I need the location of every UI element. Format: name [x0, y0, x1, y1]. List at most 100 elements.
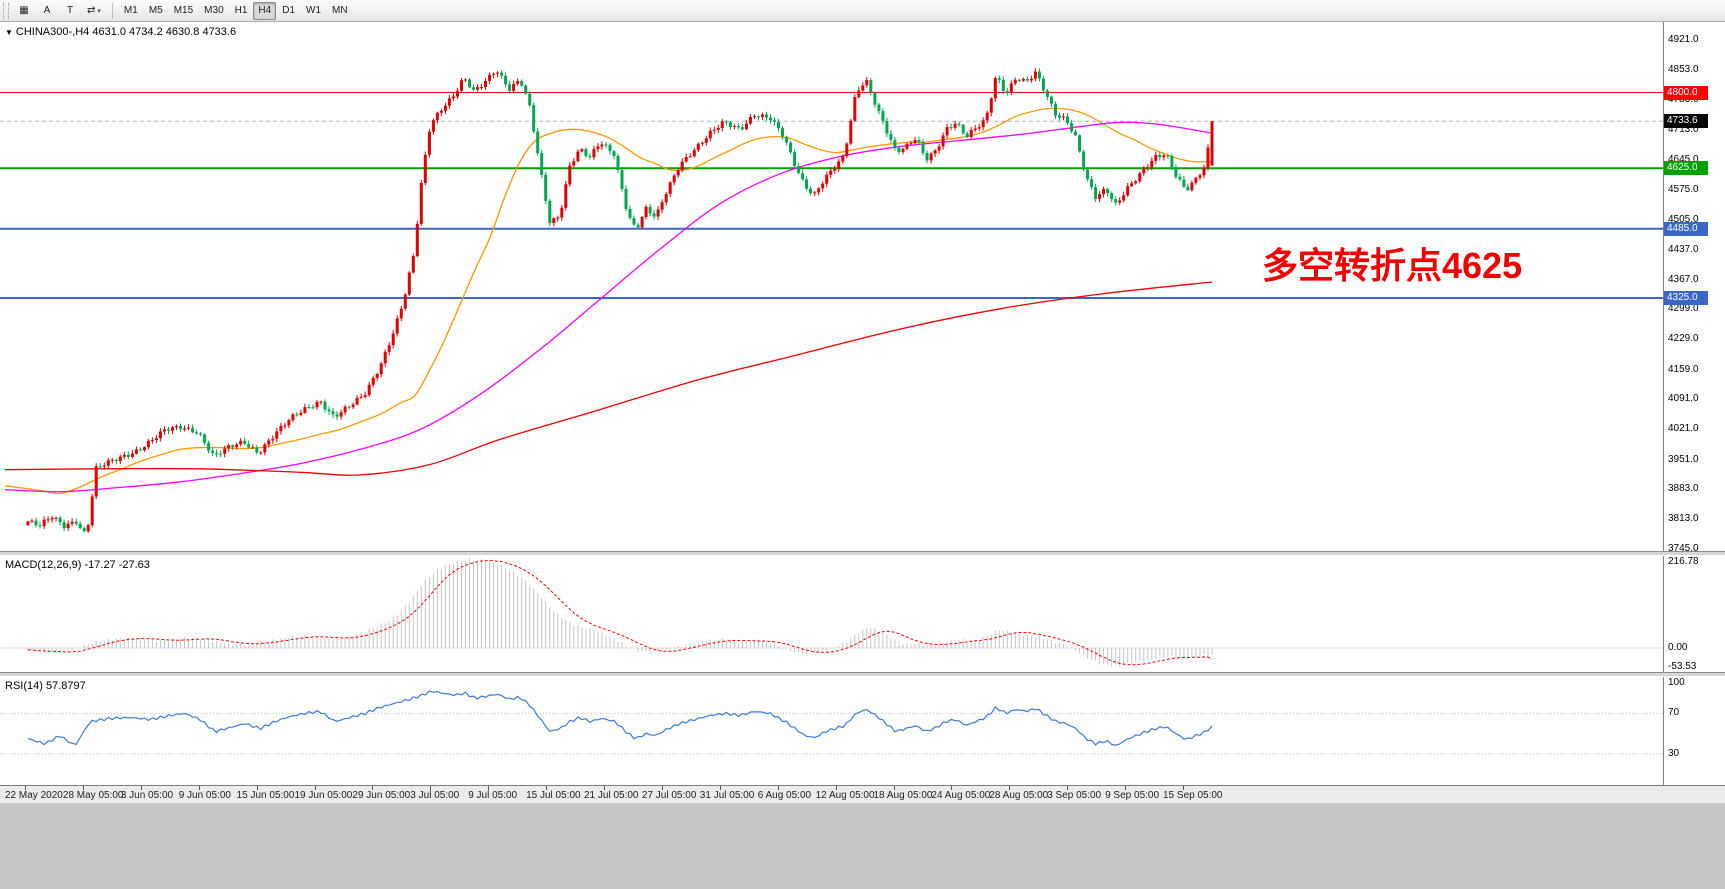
time-label: 15 Sep 05:00: [1163, 790, 1223, 801]
timeframe-button-w1[interactable]: W1: [306, 5, 322, 16]
text-label-a-button[interactable]: A: [36, 2, 58, 20]
price-tick-label: 3813.0: [1668, 513, 1699, 525]
time-tick: [25, 786, 26, 790]
panel-divider[interactable]: [0, 672, 1725, 677]
time-label: 3 Jun 05:00: [120, 790, 174, 801]
time-label: 15 Jun 05:00: [236, 790, 295, 801]
time-label: 15 Jul 05:00: [526, 790, 581, 801]
time-tick: [951, 786, 953, 790]
rsi-panel: RSI(14) 57.8797 100 70 30: [0, 677, 1725, 785]
timeframe-button-h4[interactable]: H4: [253, 1, 277, 20]
macd-svg: [0, 558, 1663, 667]
rsi-tick-label: 30: [1668, 747, 1680, 759]
time-tick: [430, 786, 432, 790]
toolbar: ▦ A T ⇄ ▾ M1 M5 M15 M30 H1 H4 D1 W1 MN: [0, 0, 1725, 22]
macd-canvas[interactable]: MACD(12,26,9) -17.27 -27.63: [0, 556, 1663, 672]
macd-tick-label: -53.53: [1668, 661, 1697, 672]
price-tick-label: 4091.0: [1668, 393, 1699, 405]
time-label: 24 Aug 05:00: [931, 790, 991, 801]
price-badge-4733.6: 4733.6: [1664, 114, 1708, 129]
rsi-canvas[interactable]: RSI(14) 57.8797: [0, 677, 1663, 785]
chart-window-icon: ▦: [19, 5, 29, 16]
time-tick: [488, 786, 490, 790]
dropdown-caret-icon: ▾: [97, 7, 101, 15]
macd-values: -17.27 -27.63: [84, 559, 150, 571]
time-label: 27 Jul 05:00: [641, 790, 697, 801]
timeframe-group: M1 M5 M15 M30 H1 H4 D1 W1 MN: [119, 1, 353, 20]
macd-histogram: [27, 558, 1213, 667]
macd-axis[interactable]: 216.78 0.00 -53.53: [1663, 556, 1725, 672]
time-tick: [835, 786, 837, 790]
time-tick: [661, 786, 663, 790]
price-axis[interactable]: 4921.04853.04783.04713.04645.04575.04505…: [1663, 22, 1725, 551]
symbol-title: CHINA300-,H4: [15, 26, 90, 38]
timeframe-button-m5[interactable]: M5: [148, 5, 163, 16]
time-tick: [893, 786, 895, 790]
ma-slow-red: [4, 281, 1213, 476]
time-label: 3 Sep 05:00: [1047, 790, 1102, 801]
macd-panel: MACD(12,26,9) -17.27 -27.63 216.78 0.00 -5…: [0, 556, 1725, 672]
window-background: [0, 803, 1725, 889]
price-tick-label: 4437.0: [1668, 243, 1699, 255]
macd-signal-line: [27, 559, 1213, 666]
time-label: 28 May 05:00: [62, 790, 124, 801]
chart-window-button[interactable]: ▦: [13, 2, 35, 20]
price-tick-label: 4853.0: [1668, 63, 1699, 75]
price-tick-label: 3745.0: [1668, 542, 1699, 551]
price-badge-4485.0: 4485.0: [1664, 221, 1708, 236]
time-label: 29 Jun 05:00: [352, 790, 411, 801]
rsi-tick-label: 100: [1668, 677, 1685, 688]
price-tick-label: 4713.0: [1668, 124, 1699, 136]
time-axis[interactable]: 22 May 2020 28 May 05:00 3 Jun 05:00 9 Jun …: [0, 785, 1725, 803]
timeframe-button-m30[interactable]: M30: [204, 5, 224, 16]
chart-title: ▼ CHINA300-,H4 4631.0 4734.2 4630.8 4733.…: [5, 26, 236, 38]
toolbar-drag-handle[interactable]: [3, 2, 9, 19]
macd-name: MACD(12,26,9): [5, 559, 82, 571]
annotation-text[interactable]: 多空转折点4625: [1262, 245, 1523, 286]
panel-divider[interactable]: [0, 551, 1725, 556]
price-badge-4325.0: 4325.0: [1664, 290, 1708, 305]
rsi-axis[interactable]: 100 70 30: [1663, 677, 1725, 785]
price-tick-label: 4367.0: [1668, 273, 1699, 285]
price-tick-label: 4575.0: [1668, 183, 1699, 195]
timeframe-button-h1[interactable]: H1: [234, 5, 248, 16]
main-chart-panel: ▼ CHINA300-,H4 4631.0 4734.2 4630.8 4733.…: [0, 22, 1725, 551]
candles: [26, 68, 1214, 533]
time-label: 9 Jun 05:00: [178, 790, 231, 801]
time-label: 18 Aug 05:00: [873, 790, 933, 801]
price-tick-label: 4021.0: [1668, 423, 1699, 435]
time-tick: [1009, 786, 1011, 790]
time-label: 3 Jul 05:00: [410, 790, 460, 801]
price-chart-svg: [0, 68, 1663, 533]
macd-tick-label: 216.78: [1668, 556, 1699, 568]
timeframe-button-m15[interactable]: M15: [173, 5, 194, 16]
time-tick: [140, 786, 142, 790]
price-tick-label: 4921.0: [1668, 34, 1699, 46]
price-chart-canvas[interactable]: ▼ CHINA300-,H4 4631.0 4734.2 4630.8 4733.…: [0, 22, 1663, 551]
time-label: 9 Jul 05:00: [468, 790, 518, 801]
price-tick-label: 4299.0: [1668, 303, 1699, 315]
chart-menu-icon[interactable]: ▼: [5, 28, 13, 37]
macd-label: MACD(12,26,9) -17.27 -27.63: [5, 559, 150, 571]
price-tick-label: 4159.0: [1668, 363, 1699, 375]
arrow-objects-button[interactable]: ⇄ ▾: [82, 2, 106, 20]
rsi-tick-label: 70: [1668, 707, 1680, 719]
time-tick: [1067, 786, 1069, 790]
arrow-objects-icon: ⇄: [87, 5, 96, 16]
time-tick: [314, 786, 316, 790]
ma-fast-orange: [4, 107, 1213, 495]
time-label: 12 Aug 05:00: [815, 790, 875, 801]
time-label: 22 May 2020: [5, 790, 63, 801]
time-tick: [198, 786, 200, 790]
timeframe-button-mn[interactable]: MN: [332, 5, 348, 16]
text-label-t-button[interactable]: T: [59, 2, 81, 20]
price-tick-label: 3951.0: [1668, 453, 1699, 465]
ohlc-values: 4631.0 4734.2 4630.8 4733.6: [92, 26, 237, 38]
timeframe-button-d1[interactable]: D1: [282, 5, 296, 16]
price-tick-label: 4505.0: [1668, 214, 1699, 226]
timeframe-button-m1[interactable]: M1: [123, 5, 138, 16]
time-tick: [372, 786, 374, 790]
rsi-name: RSI(14): [5, 680, 43, 692]
rsi-svg: [0, 690, 1663, 755]
time-tick: [604, 786, 605, 790]
